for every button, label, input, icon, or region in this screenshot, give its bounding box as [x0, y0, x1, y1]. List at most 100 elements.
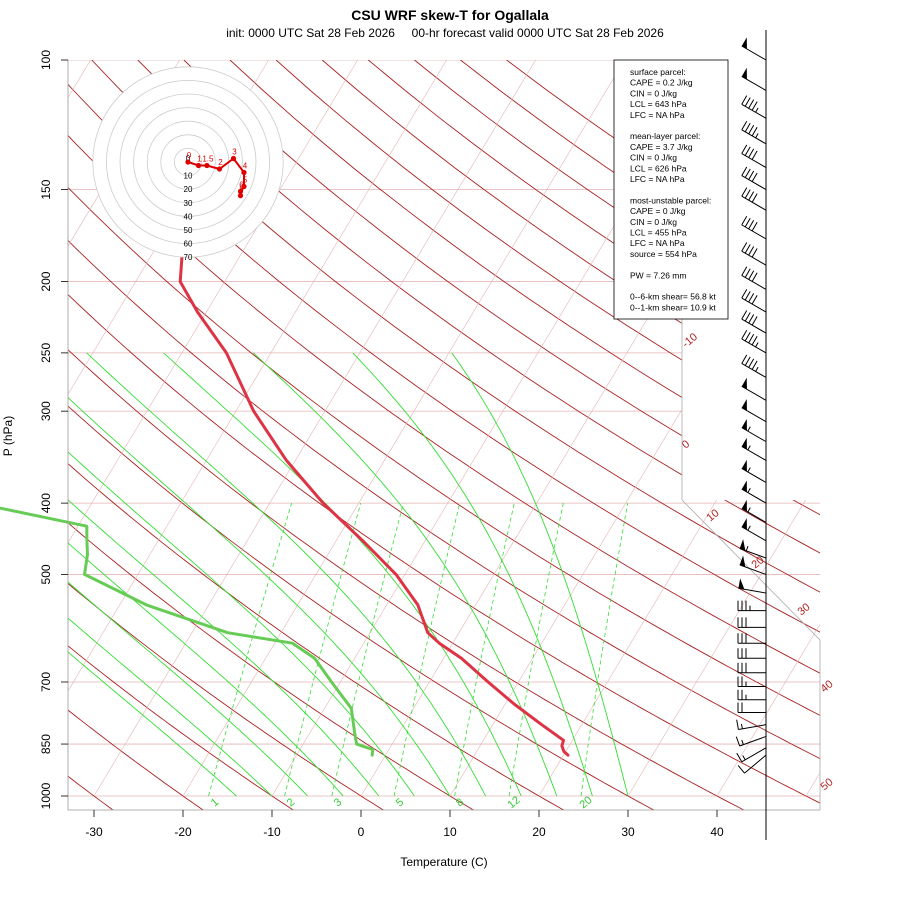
barb-flag — [751, 295, 758, 305]
parcel-info-line: most-unstable parcel: — [630, 195, 711, 205]
dry-adiabat — [68, 405, 655, 810]
barb-flag — [744, 146, 751, 156]
hodograph-ring — [173, 147, 202, 176]
barb-shaft — [744, 754, 767, 774]
wind-barb — [741, 480, 767, 504]
barb-pennant — [741, 37, 747, 49]
parcel-info-line: LFC = NA hPa — [630, 174, 685, 184]
isotherm-line — [716, 623, 820, 797]
hodograph-point-label: 4 — [243, 162, 248, 171]
barb-flag — [751, 360, 758, 370]
barb-shaft — [741, 129, 767, 145]
moist-adiabat — [68, 396, 451, 797]
barb-flag — [751, 272, 758, 282]
barb-flag — [744, 268, 751, 278]
wind-barb — [741, 67, 767, 91]
pressure-tick-label: 250 — [39, 343, 53, 363]
mixing-ratio-line — [208, 502, 292, 797]
wind-barb — [741, 289, 767, 313]
wind-barb — [741, 37, 767, 61]
barb-flag — [744, 312, 751, 322]
wind-barb — [739, 555, 767, 575]
barb-shaft — [741, 468, 767, 483]
parcel-info-line: CIN = 0 J/kg — [630, 153, 677, 163]
barb-flag — [748, 314, 755, 324]
barb-flag — [741, 354, 748, 364]
pressure-tick-label: 850 — [39, 734, 53, 754]
barb-flag — [744, 331, 751, 342]
wind-barb — [741, 95, 767, 119]
barb-flag — [751, 150, 758, 160]
barb-flag — [744, 122, 751, 133]
wind-barb — [741, 120, 767, 145]
hodograph-point — [237, 193, 244, 199]
dry-adiabat — [68, 463, 565, 810]
isotherm-label: 50 — [819, 776, 836, 793]
x-axis-label: Temperature (C) — [400, 855, 487, 869]
wind-barbs — [735, 30, 767, 840]
barb-flag — [751, 172, 758, 182]
barb-flag — [748, 358, 755, 368]
barb-flag — [741, 166, 748, 176]
mixing-ratio-labels: 1 2 3 5 8 12 20 — [209, 794, 595, 811]
parcel-info-line: LFC = NA hPa — [630, 110, 685, 120]
hodograph-point-label: 3 — [232, 148, 237, 157]
moist-adiabat — [68, 542, 344, 797]
moist-adiabat — [68, 581, 308, 797]
barb-flag — [748, 148, 755, 158]
hodograph-point-label: 5 — [243, 176, 248, 185]
parcel-info-frame — [613, 59, 729, 320]
barb-flag — [741, 289, 748, 299]
pressure-tick-label: 700 — [39, 672, 53, 692]
barb-shaft — [741, 427, 767, 443]
dry-adiabat — [68, 349, 745, 810]
barb-flag — [748, 99, 755, 109]
isotherm-label: 30 — [796, 601, 813, 618]
barb-flag — [748, 293, 755, 303]
barb-half-flag — [747, 507, 751, 513]
dry-adiabat — [137, 60, 820, 554]
mixing-ratio-line — [454, 503, 515, 797]
barb-shaft — [741, 175, 767, 191]
hodograph-point — [204, 162, 210, 169]
barb-flag — [741, 266, 748, 276]
wind-barb — [741, 499, 767, 523]
hodograph-point-label: 0 — [187, 151, 192, 160]
barb-flag — [751, 126, 758, 137]
hodograph-ring-label: 30 — [184, 199, 193, 208]
barb-shaft — [741, 297, 767, 313]
barb-shaft — [741, 224, 767, 240]
dry-adiabat — [68, 83, 820, 633]
mixing-ratio-line — [508, 503, 564, 797]
barb-shaft — [741, 338, 767, 354]
barb-shaft — [741, 407, 767, 423]
barb-flag — [744, 291, 751, 301]
barb-flag — [736, 752, 743, 763]
barb-half-flag — [747, 445, 751, 451]
barb-half-flag — [747, 467, 751, 473]
wind-barb — [736, 719, 767, 731]
hodograph-point — [216, 166, 223, 172]
wind-barb — [737, 702, 766, 713]
wind-barb — [737, 754, 767, 774]
wind-barb — [741, 266, 767, 290]
barb-half-flag — [755, 107, 759, 113]
wind-barb — [741, 398, 767, 423]
barb-flag — [744, 217, 751, 228]
wind-barb — [737, 662, 766, 674]
barb-half-flag — [755, 133, 759, 139]
mixing-ratio-line — [393, 503, 461, 797]
wind-barb — [741, 310, 767, 334]
pressure-tick-label: 1000 — [39, 782, 53, 809]
barb-flag — [744, 189, 751, 199]
barb-half-flag — [741, 723, 743, 729]
x-tick-label: 10 — [443, 825, 457, 839]
barb-flag — [748, 191, 755, 201]
hodograph-ring-label: 20 — [184, 185, 193, 194]
moist-adiabat — [68, 651, 237, 797]
barb-flag — [741, 95, 748, 105]
hodograph-ring — [160, 134, 216, 190]
barb-pennant — [739, 555, 746, 567]
